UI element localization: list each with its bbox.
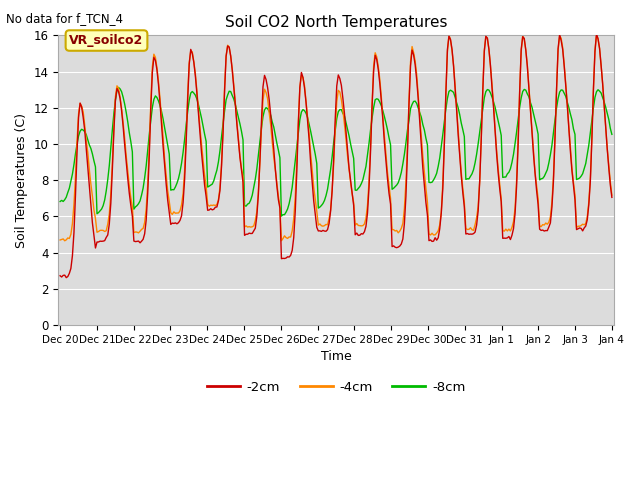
Y-axis label: Soil Temperatures (C): Soil Temperatures (C) <box>15 113 28 248</box>
X-axis label: Time: Time <box>321 350 351 363</box>
Text: No data for f_TCN_4: No data for f_TCN_4 <box>6 12 124 25</box>
Legend: -2cm, -4cm, -8cm: -2cm, -4cm, -8cm <box>202 376 470 399</box>
Title: Soil CO2 North Temperatures: Soil CO2 North Temperatures <box>225 15 447 30</box>
Text: VR_soilco2: VR_soilco2 <box>69 34 143 47</box>
